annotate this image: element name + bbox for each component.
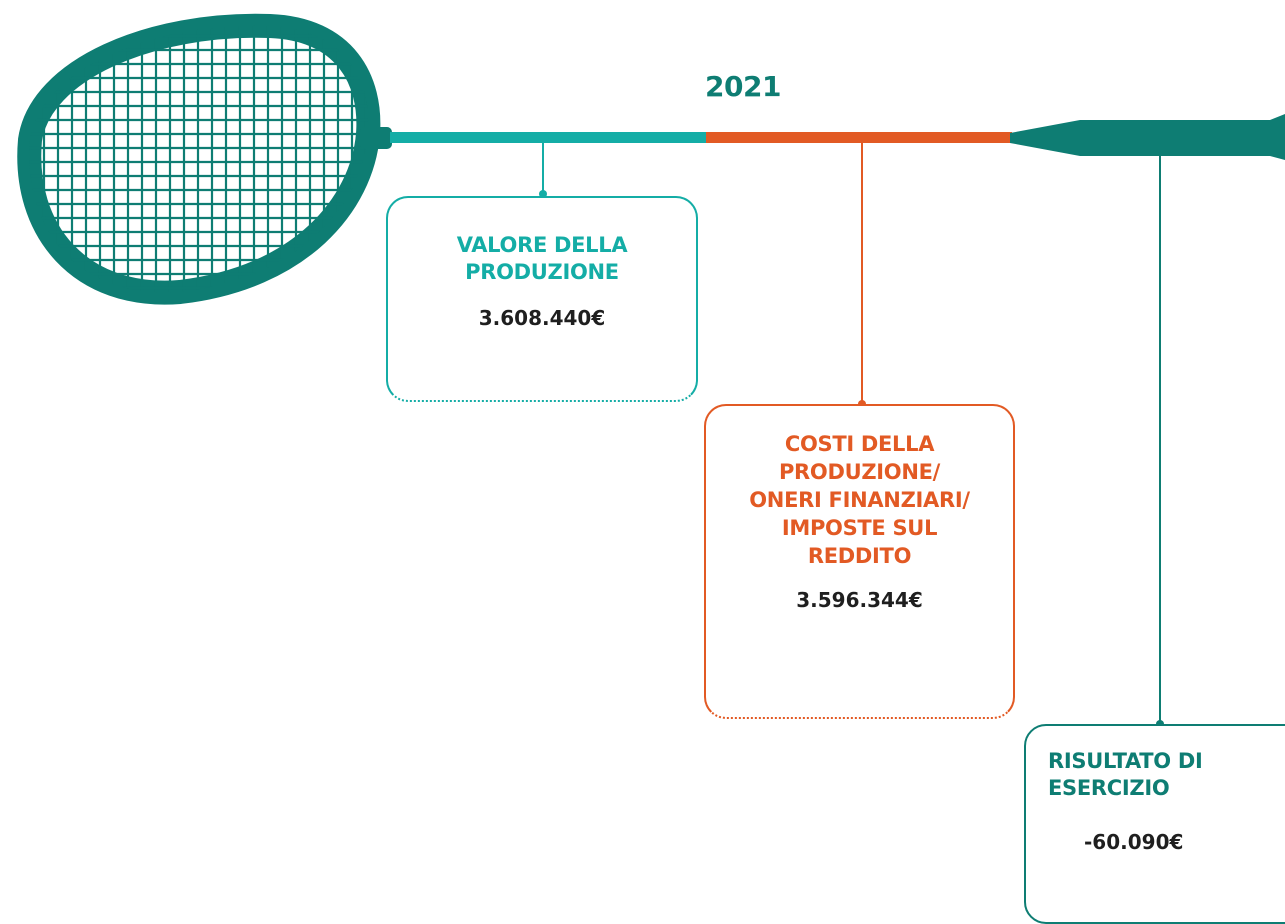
risultato-title: RISULTATO DI ESERCIZIO [1048, 749, 1203, 800]
shaft-orange [706, 132, 1012, 143]
valore-value: 3.608.440€ [478, 306, 606, 330]
timeline-illustration [17, 13, 1285, 728]
costi-value: 3.596.344€ [796, 588, 923, 612]
box-valore-produzione: VALORE DELLA PRODUZIONE 3.608.440€ [386, 196, 698, 402]
risultato-value: -60.090€ [1084, 830, 1184, 854]
costi-title: COSTI DELLA PRODUZIONE/ONERI FINANZIARI/I… [749, 432, 970, 568]
valore-title: VALORE DELLA PRODUZIONE [456, 233, 628, 284]
box-risultato-esercizio: RISULTATO DI ESERCIZIO -60.090€ [1024, 724, 1285, 924]
racket-handle [1010, 114, 1285, 160]
badminton-racket-icon [17, 13, 392, 305]
box-costi-produzione: COSTI DELLA PRODUZIONE/ONERI FINANZIARI/I… [704, 404, 1015, 719]
year-label: 2021 [705, 70, 781, 103]
shaft-teal [390, 132, 706, 143]
